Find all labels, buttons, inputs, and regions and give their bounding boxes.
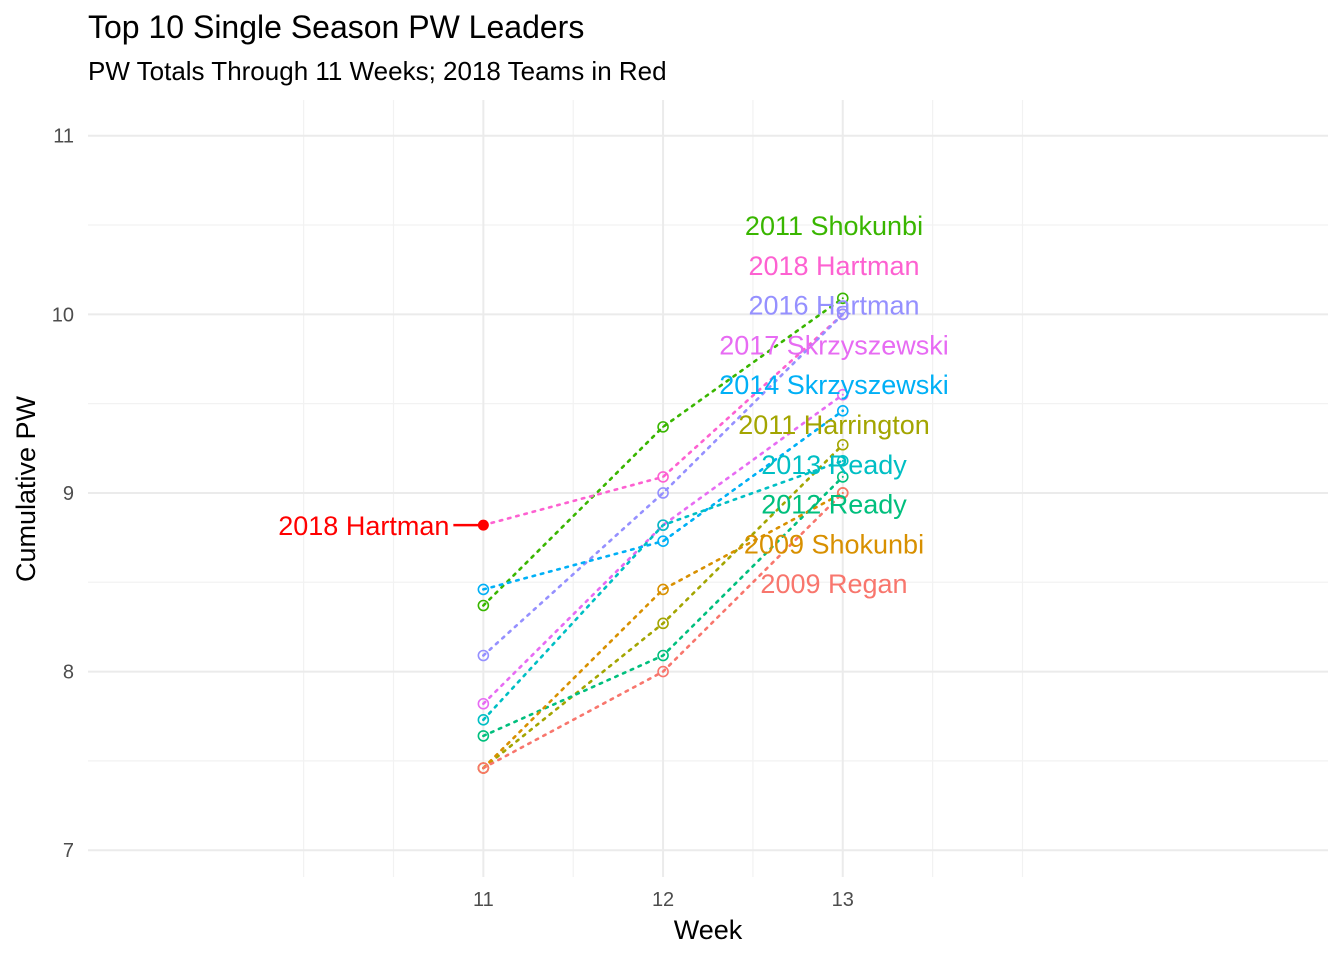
data-point [477, 714, 490, 726]
data-point [836, 471, 849, 483]
data-point-center [482, 588, 485, 591]
data-point [836, 438, 849, 451]
data-point-center [482, 767, 485, 770]
series-label: 2016 Hartman [748, 291, 919, 321]
data-point [836, 292, 849, 305]
data-point [836, 308, 849, 321]
data-point [657, 649, 669, 662]
data-point-center [482, 734, 485, 737]
data-point-center [662, 654, 665, 657]
data-point-center [662, 425, 665, 428]
data-point-center [841, 443, 844, 446]
x-tick-label: 11 [473, 889, 494, 911]
series-label: 2009 Shokunbi [744, 529, 924, 559]
highlight-point [477, 519, 489, 531]
data-point-center [662, 588, 665, 591]
data-point [477, 762, 490, 774]
y-axis-ticks: 7 8 9 10 11 [52, 126, 74, 862]
data-point-center [482, 654, 485, 657]
y-tick-label: 8 [63, 662, 74, 684]
data-point [657, 421, 669, 433]
data-point [657, 583, 669, 596]
y-tick-label: 9 [63, 483, 74, 505]
data-point-center [841, 297, 844, 300]
chart-title: Top 10 Single Season PW Leaders [88, 9, 584, 45]
series-line [482, 296, 845, 607]
series-label: 2014 Skrzyszewski [719, 370, 949, 400]
data-point [477, 697, 490, 710]
data-point-center [662, 524, 665, 527]
data-point [657, 487, 669, 499]
data-point-center [662, 670, 665, 673]
data-point-center [841, 313, 844, 316]
data-point [657, 665, 669, 678]
series-label: 2012 Ready [761, 490, 907, 520]
series-points [477, 292, 849, 774]
grid [88, 100, 1328, 877]
data-point-center [841, 475, 844, 478]
x-tick-label: 13 [832, 889, 854, 911]
highlight-label: 2018 Hartman [278, 511, 449, 541]
data-point-center [841, 459, 844, 462]
x-axis-ticks: 11 12 13 [473, 889, 854, 911]
data-point [477, 599, 490, 612]
series-label: 2013 Ready [761, 450, 907, 480]
data-point [477, 649, 490, 662]
y-axis-title: Cumulative PW [11, 395, 41, 582]
data-point [836, 388, 849, 401]
data-point [657, 519, 669, 531]
data-point-center [662, 491, 665, 494]
series-label: 2018 Hartman [748, 251, 919, 281]
data-point-center [482, 718, 485, 721]
chart-subtitle: PW Totals Through 11 Weeks; 2018 Teams i… [88, 56, 667, 86]
series-line [482, 491, 845, 770]
data-point-center [841, 409, 844, 412]
y-tick-label: 10 [52, 304, 74, 326]
data-point-center [662, 622, 665, 625]
data-point [477, 583, 490, 596]
data-point [477, 730, 490, 742]
data-point [836, 455, 849, 467]
data-point [657, 535, 669, 547]
x-tick-label: 12 [652, 889, 674, 911]
x-axis-title: Week [674, 915, 743, 945]
data-point-center [482, 702, 485, 705]
series-label: 2011 Harrington [738, 410, 930, 440]
data-point-center [841, 393, 844, 396]
data-point [836, 404, 849, 417]
series-line [482, 313, 845, 657]
series-labels: 2011 Shokunbi 2018 Hartman 2016 Hartman 201… [719, 211, 949, 599]
data-point [657, 471, 669, 483]
series-label: 2017 Skrzyszewski [719, 330, 949, 360]
y-tick-label: 11 [53, 126, 74, 148]
series-line [482, 393, 845, 706]
series-label: 2009 Regan [760, 569, 907, 599]
data-point [836, 487, 849, 499]
data-point-center [841, 491, 844, 494]
y-tick-label: 7 [63, 840, 74, 862]
highlight-annotation: 2018 Hartman [278, 511, 489, 541]
series-label: 2011 Shokunbi [745, 211, 923, 241]
data-point [657, 617, 669, 630]
data-point-center [662, 475, 665, 478]
data-point-center [662, 540, 665, 543]
data-point-center [482, 604, 485, 607]
